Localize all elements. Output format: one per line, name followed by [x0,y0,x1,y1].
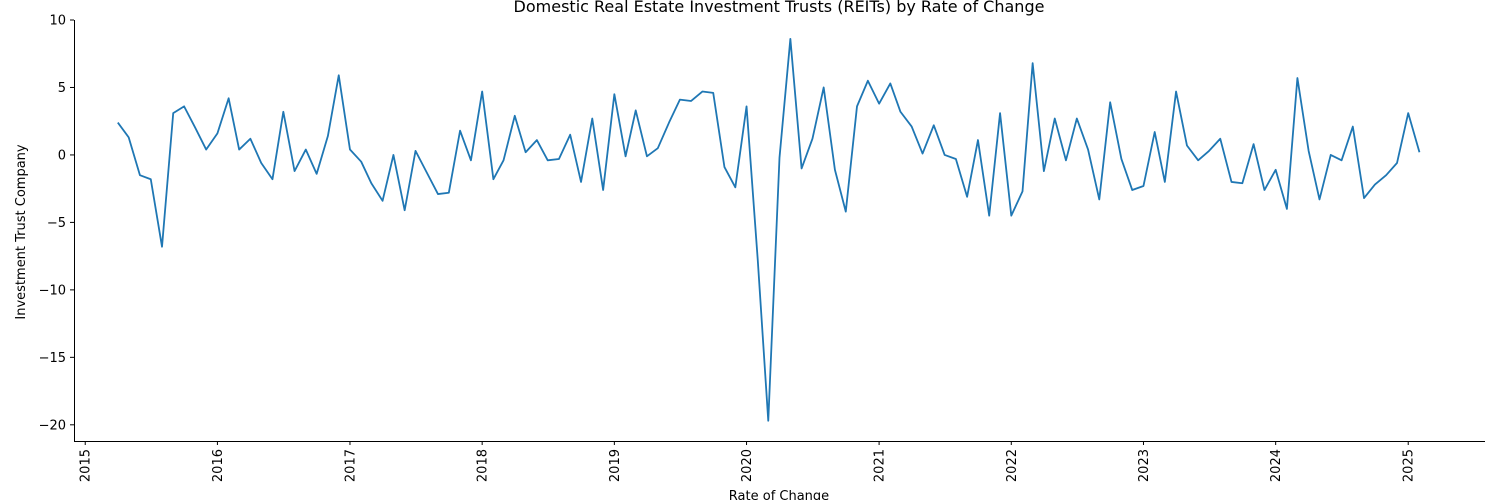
y-tick-label: 5 [58,81,66,96]
y-axis-label: Investment Trust Company [14,144,29,320]
x-tick-label: 2025 [1402,449,1417,482]
y-tick-label: −5 [47,216,66,231]
x-tick-label: 2022 [1005,449,1020,482]
x-tick-label: 2015 [79,449,94,482]
x-tick-label: 2018 [476,449,491,482]
x-tick-label: 2024 [1269,449,1284,482]
y-tick-label: −10 [39,283,66,298]
x-tick-label: 2020 [740,449,755,482]
x-tick-label: 2019 [608,449,623,482]
x-tick-label: 2023 [1137,449,1152,482]
x-tick-label: 2021 [873,449,888,482]
x-tick-label: 2016 [211,449,226,482]
y-tick-label: −15 [39,351,66,366]
x-axis-ticks: 2015 2016 2017 2018 2019 2020 2021 2022 2023 2024… [79,441,1417,482]
y-tick-label: 10 [49,14,66,29]
y-axis-ticks: 10 5 0 −5 −10 −15 −20 [39,14,74,433]
x-tick-label: 2017 [343,449,358,482]
x-axis-label: Rate of Change [729,489,829,500]
chart-title: Domestic Real Estate Investment Trusts (… [514,0,1045,16]
series-line [117,37,1421,422]
y-tick-label: 0 [58,148,66,163]
y-tick-label: −20 [39,418,66,433]
